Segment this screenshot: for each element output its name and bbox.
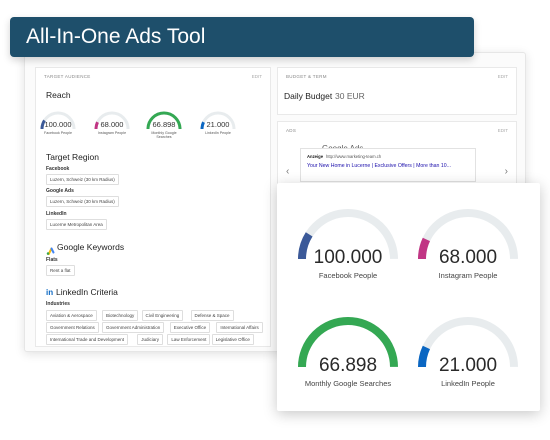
budget-title: BUDGET & TERM: [286, 74, 327, 79]
banner-title: All-In-One Ads Tool: [26, 25, 206, 48]
mini-gauge-facebook-people: 100.000 Facebook People: [38, 108, 78, 135]
next-arrow-icon[interactable]: ›: [504, 166, 508, 177]
mini-linkedin-people-gauge-arc: [200, 111, 236, 130]
mini-gauge-label: LinkedIn People: [205, 131, 231, 135]
target-region-heading: Target Region: [46, 152, 99, 162]
industry-chip: Law Enforcement: [167, 334, 211, 345]
google-region-label: Google Ads: [46, 188, 74, 194]
google-region-chip: Luzern, Schweiz (30 km Radius): [46, 196, 119, 207]
target-audience-title: TARGET AUDIENCE: [44, 74, 91, 79]
title-banner: All-In-One Ads Tool: [10, 17, 474, 57]
mini-gauge-linkedin-people: 21.000 LinkedIn People: [198, 108, 238, 135]
mini-gauge-instagram-people: 68.000 Instagram People: [92, 108, 132, 135]
mini-gauge-label: Facebook People: [44, 131, 72, 135]
facebook-region-chip: Luzern, Schweiz (30 km Radius): [46, 174, 119, 185]
gauge-track: [418, 316, 518, 368]
gauge-label: Facebook People: [318, 271, 378, 280]
industry-chip: Defense & Space: [190, 310, 234, 321]
ads-edit-link[interactable]: EDIT: [497, 128, 508, 133]
gauge-fill: [298, 316, 398, 368]
ads-title: ADS: [286, 128, 297, 133]
mini-gauge-value: 100.000: [44, 120, 72, 129]
industry-chip: Executive Office: [169, 322, 211, 333]
flats-keyword-chip: Rent a flat: [46, 265, 75, 276]
gauge-fill: [418, 237, 431, 260]
gauge-fill: [94, 121, 99, 130]
daily-budget-value: 30 EUR: [335, 91, 365, 101]
mini-gauge-label: Monthly Google Searches: [151, 131, 177, 139]
gauge-value: 66.898: [318, 355, 378, 376]
gauge-value: 100.000: [313, 247, 383, 268]
linkedin-region-chip: Lucerne Metropolitan Area: [46, 219, 107, 230]
industry-chip: Civil Engineering: [141, 310, 184, 321]
industry-chip: Biotechnology: [102, 310, 139, 321]
gauge-fill: [418, 345, 431, 368]
gauge-track: [418, 208, 518, 260]
mini-gauge-value: 66.898: [152, 120, 176, 129]
ad-preview: Anzeige http://www.marketing-team.ch You…: [300, 148, 476, 182]
facebook-region-label: Facebook: [46, 166, 70, 172]
target-audience-edit-link[interactable]: EDIT: [251, 74, 262, 79]
industry-chip: Government Relations: [46, 322, 99, 333]
google-keywords-heading: Google Keywords: [57, 242, 125, 252]
flats-label: Flats: [46, 257, 58, 263]
reach-heading: Reach: [46, 90, 71, 100]
industry-chip: International Affairs: [216, 322, 263, 333]
reach-zoom-panel: 100.000 Facebook People 68.000 Instagram Pe…: [277, 183, 540, 411]
monthly-google-searches-gauge-arc: [298, 316, 398, 368]
gauge-value: 21.000: [438, 355, 498, 376]
budget-edit-link[interactable]: EDIT: [497, 74, 508, 79]
gauge-fill: [298, 232, 313, 260]
mini-gauge-monthly-google-searches: 66.898 Monthly Google Searches: [144, 108, 184, 139]
instagram-people-gauge-arc: [418, 208, 518, 260]
target-audience-card: TARGET AUDIENCE EDIT Reach 100.000 Facebo…: [35, 67, 271, 347]
linkedin-criteria-heading: LinkedIn Criteria: [56, 287, 118, 297]
gauge-fill: [146, 111, 182, 130]
gauge-instagram-people: 68.000 Instagram People: [413, 203, 523, 293]
gauge-facebook-people: 100.000 Facebook People: [293, 203, 403, 293]
linkedin-people-gauge-arc: [418, 316, 518, 368]
industry-chip: Legislative Office: [211, 334, 254, 345]
daily-budget-label: Daily Budget: [284, 91, 333, 101]
mini-facebook-people-gauge-arc: [40, 111, 76, 130]
mini-gauge-value: 68.000: [100, 120, 124, 129]
mini-gauge-label: Instagram People: [97, 131, 127, 135]
gauge-label: LinkedIn People: [441, 379, 495, 388]
gauge-fill: [40, 119, 46, 130]
mini-instagram-people-gauge-arc: [94, 111, 130, 130]
gauge-linkedin-people: 21.000 LinkedIn People: [413, 311, 523, 401]
gauge-value: 68.000: [438, 247, 498, 268]
prev-arrow-icon[interactable]: ‹: [286, 166, 290, 177]
linkedin-region-label: LinkedIn: [46, 211, 67, 217]
industry-chip: Aviation & Aerospace: [46, 310, 97, 321]
ad-badge: Anzeige: [307, 154, 324, 159]
budget-card: BUDGET & TERM EDIT Daily Budget 30 EUR: [277, 67, 517, 115]
gauge-label: Instagram People: [438, 271, 498, 280]
linkedin-icon: in: [46, 288, 54, 297]
industries-label: Industries: [46, 301, 70, 307]
mini-monthly-google-searches-gauge-arc: [146, 111, 182, 130]
industry-chip: International Trade and Development: [46, 334, 129, 345]
facebook-people-gauge-arc: [298, 208, 398, 260]
gauge-label: Monthly Google Searches: [304, 379, 392, 388]
gauge-monthly-google-searches: 66.898 Monthly Google Searches: [293, 311, 403, 401]
ad-url: http://www.marketing-team.ch: [326, 154, 382, 159]
gauge-fill: [200, 121, 205, 130]
ad-headline-link[interactable]: Your New Home in Lucerne | Exclusive Off…: [307, 163, 451, 169]
industry-chip: Government Administration: [102, 322, 165, 333]
industry-chip: Judiciary: [137, 334, 164, 345]
mini-gauge-value: 21.000: [206, 120, 230, 129]
google-ads-logo-icon: [46, 242, 55, 260]
